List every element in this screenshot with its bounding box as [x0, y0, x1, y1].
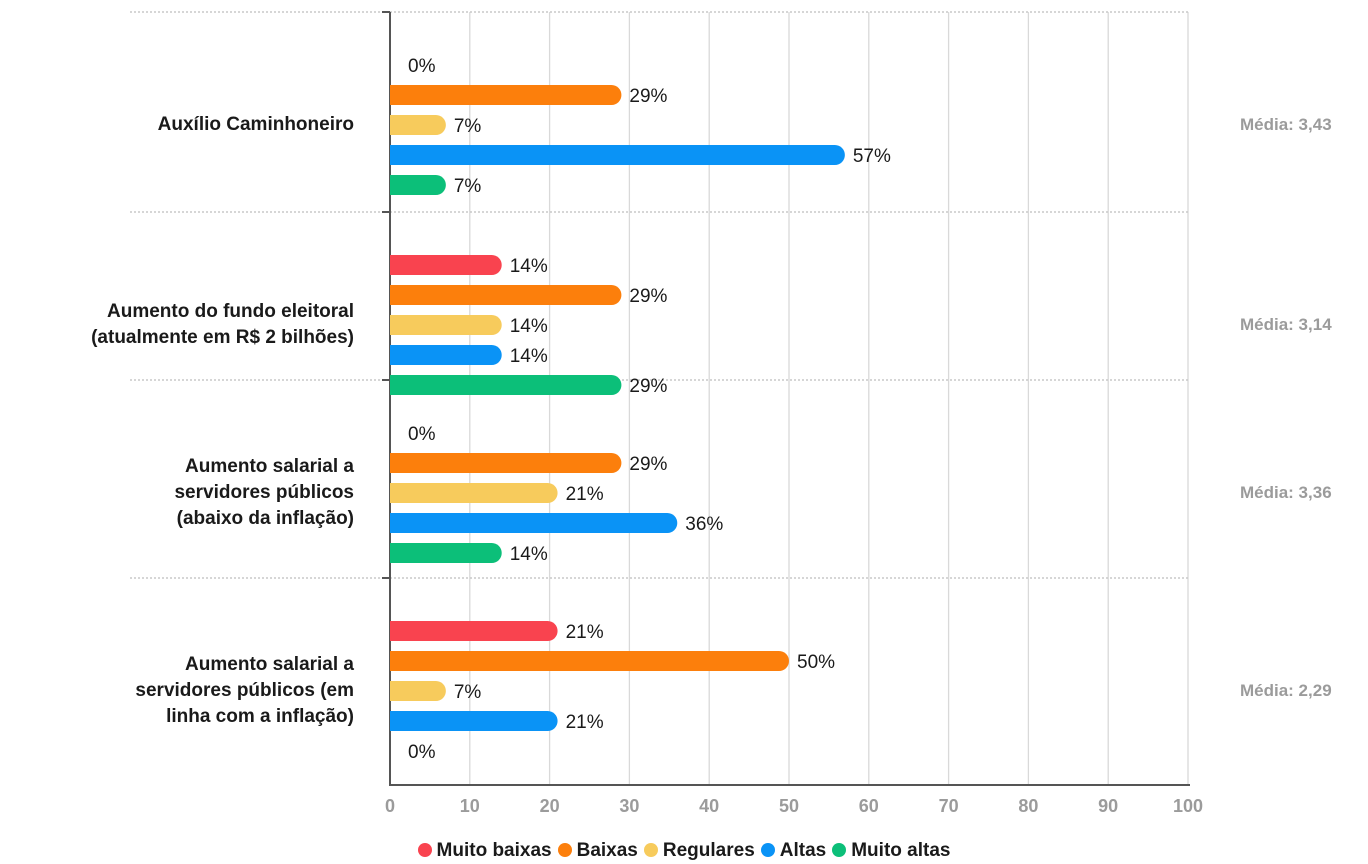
bar-muito-baixas	[390, 621, 558, 641]
category-label-line: Aumento do fundo eleitoral	[107, 301, 354, 322]
category-label-line: Aumento salarial a	[185, 456, 354, 477]
value-label: 0%	[408, 742, 436, 763]
bar-flat-end	[390, 681, 410, 701]
bar-baixas	[390, 85, 622, 105]
category-label: Aumento salarial a servidores públicos (ab…	[174, 454, 354, 532]
x-tick-label: 90	[1098, 796, 1118, 816]
value-label: 36%	[685, 514, 723, 535]
category-label-line: Auxílio Caminhoneiro	[157, 114, 354, 135]
value-label: 7%	[454, 176, 482, 197]
x-tick-label: 10	[460, 796, 480, 816]
legend-label: Muito baixas	[436, 840, 552, 861]
value-label: 29%	[629, 286, 667, 307]
bar-flat-end	[390, 145, 410, 165]
bar-flat-end	[390, 453, 410, 473]
bar-flat-end	[390, 651, 410, 671]
bar-flat-end	[390, 175, 410, 195]
category-label-line: Aumento salarial a	[185, 654, 354, 675]
bar-baixas	[390, 453, 622, 473]
bar-flat-end	[390, 115, 410, 135]
mean-label: Média: 3,43	[1240, 115, 1332, 134]
bar-muito-baixas	[390, 255, 502, 275]
legend: Muito baixas Baixas Regulares Altas Muito al…	[0, 840, 1368, 862]
legend-label: Altas	[779, 840, 827, 861]
category-label-line: (abaixo da inflação)	[176, 508, 354, 529]
bar-baixas	[390, 285, 622, 305]
bar-flat-end	[390, 513, 410, 533]
bar-flat-end	[390, 621, 410, 641]
bar-flat-end	[390, 543, 410, 563]
bar-altas	[390, 513, 678, 533]
legend-dot-icon	[643, 843, 658, 857]
bar-flat-end	[390, 345, 410, 365]
category-label-line: servidores públicos (em	[135, 680, 354, 701]
value-label: 50%	[797, 652, 835, 673]
bar-muito-altas	[390, 543, 502, 563]
category-label: Auxílio Caminhoneiro	[158, 112, 354, 138]
x-tick-label: 0	[385, 796, 395, 816]
value-label: 21%	[566, 622, 604, 643]
value-label: 21%	[566, 712, 604, 733]
x-tick-label: 70	[939, 796, 959, 816]
x-tick-label: 30	[619, 796, 639, 816]
value-label: 29%	[629, 454, 667, 475]
bar-flat-end	[390, 315, 410, 335]
x-tick-label: 40	[699, 796, 719, 816]
legend-item: Altas	[760, 840, 827, 862]
value-label: 29%	[629, 376, 667, 397]
legend-label: Muito altas	[851, 840, 951, 861]
legend-item: Muito altas	[832, 840, 950, 862]
x-tick-label: 100	[1173, 796, 1203, 816]
value-label: 0%	[408, 424, 436, 445]
legend-label: Baixas	[576, 840, 638, 861]
bar-baixas	[390, 651, 789, 671]
bar-flat-end	[390, 711, 410, 731]
category-label: Aumento do fundo eleitoral (atualmente em…	[91, 299, 354, 351]
legend-dot-icon	[557, 843, 572, 857]
value-label: 14%	[510, 544, 548, 565]
bar-regulares	[390, 315, 502, 335]
mean-label: Média: 3,36	[1240, 483, 1332, 502]
legend-item: Baixas	[557, 840, 638, 862]
bar-muito-altas	[390, 375, 622, 395]
bar-altas	[390, 145, 845, 165]
legend-label: Regulares	[662, 840, 755, 861]
value-label: 7%	[454, 116, 482, 137]
bar-altas	[390, 345, 502, 365]
x-tick-label: 20	[540, 796, 560, 816]
value-label: 14%	[510, 256, 548, 277]
bar-flat-end	[390, 375, 410, 395]
bar-altas	[390, 711, 558, 731]
value-label: 14%	[510, 346, 548, 367]
legend-item: Muito baixas	[417, 840, 552, 862]
bar-flat-end	[390, 483, 410, 503]
category-label-line: linha com a inflação)	[166, 706, 354, 727]
x-tick-label: 60	[859, 796, 879, 816]
value-label: 29%	[629, 86, 667, 107]
bar-flat-end	[390, 85, 410, 105]
legend-dot-icon	[760, 843, 775, 857]
value-label: 0%	[408, 56, 436, 77]
value-label: 21%	[566, 484, 604, 505]
legend-item: Regulares	[643, 840, 755, 862]
category-label-line: servidores públicos	[174, 482, 354, 503]
legend-dot-icon	[417, 843, 432, 857]
category-label: Aumento salarial a servidores públicos (e…	[135, 652, 354, 730]
bar-regulares	[390, 483, 558, 503]
category-label-line: (atualmente em R$ 2 bilhões)	[91, 327, 354, 348]
mean-label: Média: 2,29	[1240, 681, 1332, 700]
mean-label: Média: 3,14	[1240, 315, 1332, 334]
bar-flat-end	[390, 285, 410, 305]
x-tick-label: 80	[1018, 796, 1038, 816]
value-label: 7%	[454, 682, 482, 703]
x-tick-label: 50	[779, 796, 799, 816]
value-label: 14%	[510, 316, 548, 337]
legend-dot-icon	[832, 843, 847, 857]
bar-flat-end	[390, 255, 410, 275]
value-label: 57%	[853, 146, 891, 167]
